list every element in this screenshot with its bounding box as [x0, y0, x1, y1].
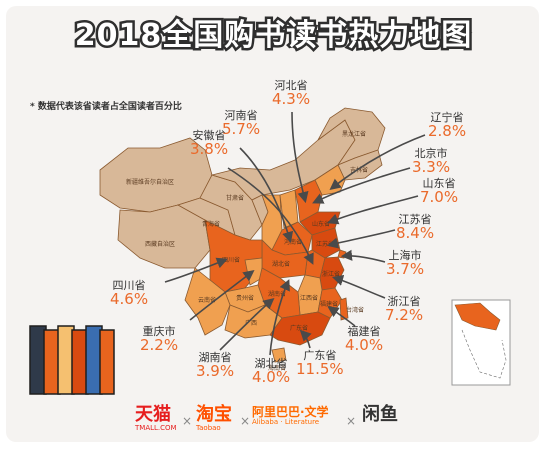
arrow-guangdong: [299, 329, 312, 349]
label-shandong: 山东省 7.0%: [420, 177, 459, 206]
maplabel-sichuan: 四川省: [222, 256, 240, 264]
inset-coast: [454, 302, 501, 331]
label-hunan: 湖南省 3.9%: [196, 351, 235, 380]
label-fujian: 福建省 4.0%: [345, 325, 384, 354]
logo-separator: ×: [346, 414, 357, 428]
region-yunnan: [184, 267, 231, 336]
leader-arrows: [164, 111, 426, 356]
label-liaoning: 辽宁省 2.8%: [428, 111, 467, 140]
label-shanghai: 上海市 3.7%: [386, 249, 425, 278]
sponsor-logos: 天猫 TMALL.COM × 淘宝 Taobao × 阿里巴巴·文学 Aliba…: [0, 402, 547, 442]
arrow-hubei: [269, 279, 290, 356]
maplabel-jiangsu: 江苏省: [316, 240, 334, 248]
logo-separator: ×: [240, 414, 251, 428]
maplabel-taiwan: 台湾省: [346, 306, 364, 314]
maplabel-hainan: 海南省: [268, 364, 286, 372]
logo-tmall: 天猫 TMALL.COM: [135, 404, 177, 433]
maplabel-guangdong: 广东省: [290, 324, 308, 332]
label-chongqing: 重庆市 2.2%: [140, 325, 179, 354]
maplabel-jilin: 吉林省: [350, 166, 368, 174]
region-hainan: [271, 347, 287, 363]
maplabel-hubei: 湖北省: [272, 260, 290, 268]
logo-separator: ×: [182, 414, 193, 428]
maplabel-xinjiang: 新疆维吾尔自治区: [126, 178, 174, 186]
arrow-fujian: [327, 306, 356, 327]
maplabel-zhejiang: 浙江省: [322, 270, 340, 278]
arrow-chongqing: [189, 270, 255, 321]
maplabel-guizhou: 贵州省: [236, 294, 254, 302]
arrow-zhejiang: [331, 275, 386, 299]
inset-boundary: [461, 329, 507, 379]
maplabel-gansu: 甘肃省: [226, 194, 244, 202]
maplabel-jiangxi: 江西省: [300, 294, 318, 302]
arrow-beijing: [312, 167, 411, 204]
maplabel-fujian: 福建省: [320, 300, 338, 308]
label-sichuan: 四川省 4.6%: [110, 279, 149, 308]
maplabel-yunnan: 云南省: [198, 296, 216, 304]
label-hubei: 湖北省 4.0%: [252, 357, 291, 386]
region-taiwan: [339, 297, 349, 321]
label-beijing: 北京市 3.3%: [412, 147, 451, 176]
arrow-liaoning: [329, 134, 426, 190]
arrow-sichuan: [164, 257, 228, 283]
logo-xianyu: 闲鱼: [362, 404, 398, 425]
label-zhejiang: 浙江省 7.2%: [385, 295, 424, 324]
label-guangdong: 广东省 11.5%: [296, 349, 344, 378]
maplabel-tibet: 西藏自治区: [145, 240, 175, 248]
region-jiangsu: [311, 227, 341, 259]
arrow-shanghai: [340, 249, 386, 263]
data-note: * 数据代表该省读者占全国读者百分比: [30, 102, 182, 112]
maplabel-shandong: 山东省: [312, 220, 330, 228]
region-shanghai: [337, 249, 347, 259]
maplabel-heilongjiang: 黑龙江省: [342, 130, 366, 138]
arrow-shandong: [327, 195, 419, 225]
books-illustration: [29, 325, 115, 395]
page-title: 2018全国购书读书热力地图: [72, 16, 474, 56]
maplabel-qinghai: 青海省: [202, 220, 220, 228]
logo-taobao: 淘宝 Taobao: [196, 404, 232, 433]
arrow-henan: [239, 147, 294, 244]
arrow-hebei: [291, 111, 309, 204]
arrow-hunan: [219, 297, 275, 351]
arrow-jiangsu: [326, 229, 396, 249]
maplabel-guangxi: 广西: [245, 319, 257, 327]
logo-alibaba-literature: 阿里巴巴·文学 Alibaba · Literature: [252, 405, 329, 426]
arrow-anhui: [227, 167, 314, 265]
label-anhui: 安徽省 3.8%: [190, 129, 229, 158]
label-henan: 河南省 5.7%: [222, 109, 261, 138]
label-hebei: 河北省 4.3%: [272, 79, 311, 108]
label-jiangsu: 江苏省 8.4%: [396, 213, 435, 242]
maplabel-hunan: 湖南省: [268, 290, 286, 298]
region-tibet: [117, 204, 211, 269]
